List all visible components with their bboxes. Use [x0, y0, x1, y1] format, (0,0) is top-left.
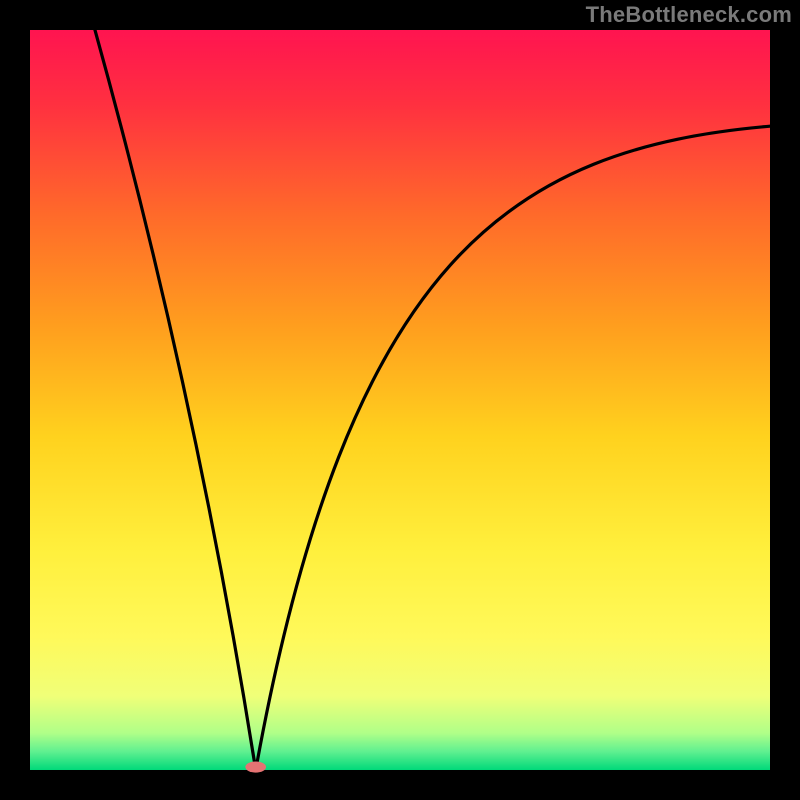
optimal-point-marker — [245, 761, 266, 772]
watermark-text: TheBottleneck.com — [586, 2, 792, 28]
stage: TheBottleneck.com — [0, 0, 800, 800]
plot-background-gradient — [30, 30, 770, 770]
bottleneck-chart — [0, 0, 800, 800]
